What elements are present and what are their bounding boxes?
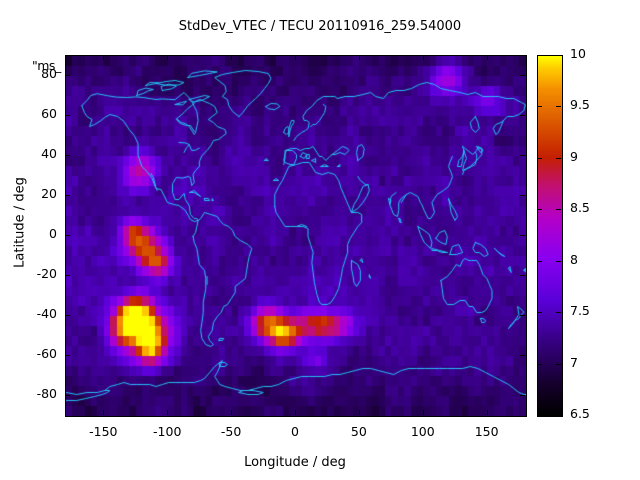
y-tick-mark <box>65 275 70 276</box>
y-tick-label: 0 <box>49 226 57 241</box>
y-tick-mark-right <box>520 355 525 356</box>
colorbar-tick-mark <box>537 157 542 159</box>
colorbar-gradient <box>538 56 562 416</box>
colorbar <box>537 55 563 417</box>
y-tick-mark <box>65 115 70 116</box>
x-axis-title: Longitude / deg <box>244 455 346 470</box>
coastline-overlay <box>66 56 526 416</box>
y-tick-label: 80 <box>41 66 57 81</box>
colorbar-tick-label: 9 <box>570 148 578 164</box>
y-tick-mark <box>65 355 70 356</box>
x-tick-mark <box>358 410 360 415</box>
colorbar-tick-label: 7.5 <box>570 303 590 319</box>
x-tick-mark <box>167 410 169 415</box>
colorbar-tick-label: 8 <box>570 251 578 267</box>
y-tick-mark-right <box>520 395 525 396</box>
stray-clipped-label: "ms_ <box>32 58 61 73</box>
colorbar-tick-mark-right <box>556 363 561 365</box>
y-tick-mark <box>65 395 70 396</box>
x-tick-mark-top <box>103 55 105 60</box>
x-tick-mark <box>486 410 488 415</box>
x-tick-label: 0 <box>291 424 299 439</box>
y-tick-mark <box>65 235 70 236</box>
colorbar-tick-label: 8.5 <box>570 200 590 216</box>
colorbar-tick-mark-right <box>556 209 561 211</box>
x-tick-label: 50 <box>350 424 367 439</box>
colorbar-tick-mark-right <box>556 157 561 159</box>
y-tick-mark <box>65 315 70 316</box>
y-tick-mark-right <box>520 235 525 236</box>
y-tick-mark-right <box>520 155 525 156</box>
y-tick-mark-right <box>520 315 525 316</box>
x-tick-mark <box>231 410 233 415</box>
colorbar-tick-mark <box>537 55 542 56</box>
x-tick-label: 100 <box>410 424 435 439</box>
y-tick-label: -80 <box>36 386 57 401</box>
colorbar-tick-mark-right <box>556 106 561 108</box>
page-title: StdDev_VTEC / TECU 20110916_259.54000 <box>178 19 462 34</box>
colorbar-tick-mark <box>537 363 542 365</box>
y-tick-mark <box>65 75 70 76</box>
colorbar-tick-mark-right <box>556 312 561 314</box>
x-tick-mark-top <box>231 55 233 60</box>
colorbar-tick-mark <box>537 106 542 108</box>
colorbar-tick-label: 10 <box>570 46 586 61</box>
y-tick-label: 20 <box>41 186 57 201</box>
y-axis-title: Latitude / deg <box>12 177 28 268</box>
colorbar-tick-mark-right <box>556 415 561 416</box>
colorbar-tick-mark <box>537 312 542 314</box>
y-tick-label: -40 <box>36 306 57 321</box>
x-tick-mark-top <box>486 55 488 60</box>
x-tick-label: -50 <box>220 424 242 439</box>
x-tick-mark-top <box>422 55 424 60</box>
x-tick-mark-top <box>295 55 296 60</box>
x-tick-label: -150 <box>89 424 118 439</box>
x-tick-mark-top <box>358 55 360 60</box>
x-tick-mark <box>295 410 296 415</box>
y-tick-mark <box>65 195 70 196</box>
x-tick-mark <box>103 410 105 415</box>
colorbar-tick-mark-right <box>556 55 561 56</box>
y-tick-mark-right <box>520 75 525 76</box>
colorbar-tick-mark <box>537 415 542 416</box>
colorbar-tick-label: 7 <box>570 354 578 370</box>
y-tick-label: 60 <box>41 106 57 121</box>
x-tick-mark-top <box>167 55 169 60</box>
heatmap-plot-area <box>65 55 527 417</box>
colorbar-tick-mark <box>537 260 542 262</box>
y-tick-mark-right <box>520 115 525 116</box>
y-tick-label: 40 <box>41 146 57 161</box>
y-tick-mark <box>65 155 70 156</box>
x-tick-label: -100 <box>153 424 182 439</box>
colorbar-tick-mark <box>537 209 542 211</box>
colorbar-tick-label: 9.5 <box>570 97 590 113</box>
y-tick-mark-right <box>520 275 525 276</box>
x-tick-label: 150 <box>474 424 499 439</box>
y-tick-label: -20 <box>36 266 57 281</box>
y-tick-mark-right <box>520 195 525 196</box>
y-tick-label: -60 <box>36 346 57 361</box>
colorbar-tick-mark-right <box>556 260 561 262</box>
colorbar-tick-label: 6.5 <box>570 406 590 421</box>
x-tick-mark <box>422 410 424 415</box>
